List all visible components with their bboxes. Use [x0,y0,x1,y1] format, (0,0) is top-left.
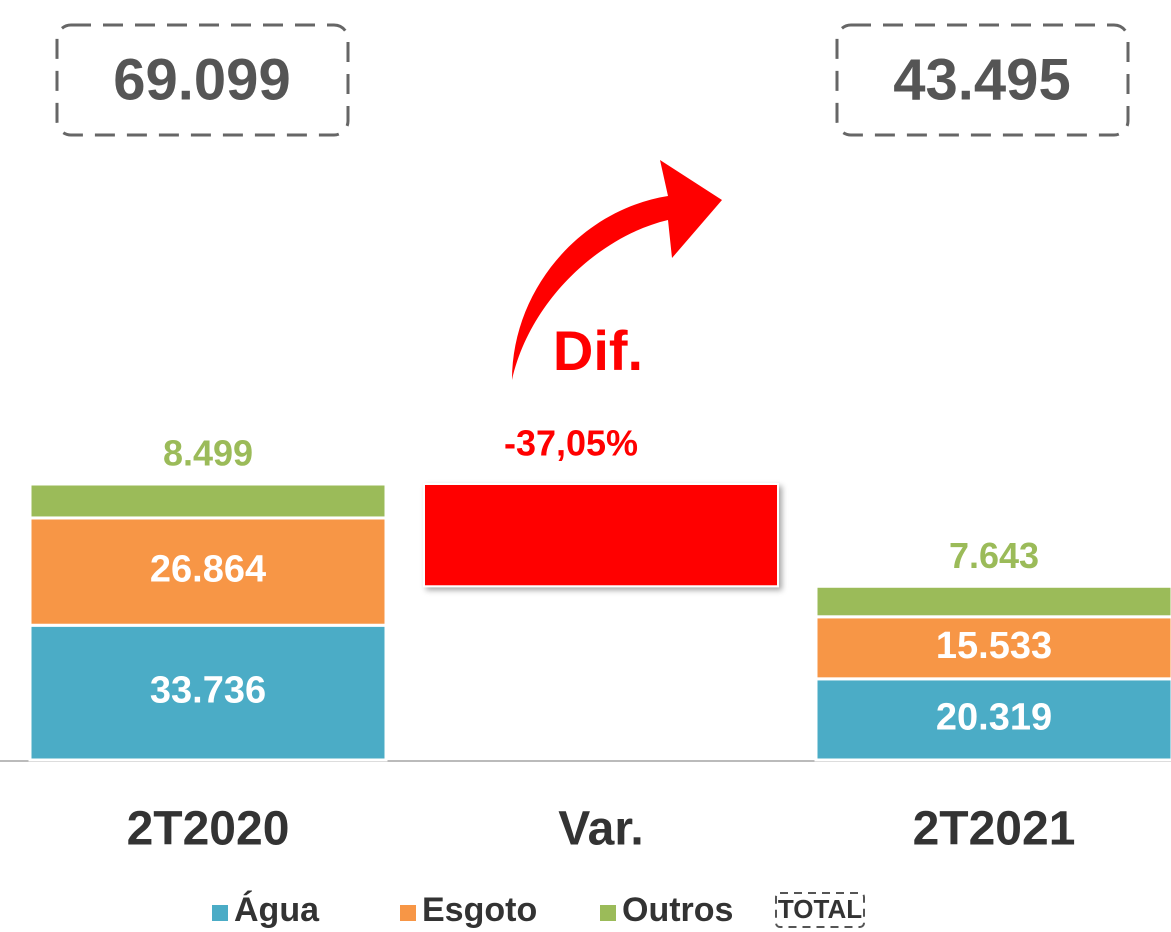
data-label: 33.736 [150,670,266,712]
variation-bar [423,483,779,588]
legend-swatch [400,905,416,921]
data-label: 8.499 [163,433,253,474]
legend-label: Outros [622,891,733,929]
data-label: 15.533 [936,625,1052,667]
bar-segment [814,677,1171,762]
total-label: 43.495 [893,47,1070,112]
legend-swatch [600,905,616,921]
x-tick-label: 2T2021 [913,803,1076,856]
bar-segment [814,615,1171,681]
annotation: Dif. [553,319,643,382]
legend-label: Esgoto [422,891,537,929]
legend-total-box [775,892,865,928]
data-label: 7.643 [949,535,1039,576]
data-label: 20.319 [936,696,1052,738]
variation-label: -37,05% [504,423,638,464]
bar-segment [28,516,388,627]
bar-segment [28,482,388,520]
x-tick-label: Var. [558,803,643,856]
total-label: 69.099 [113,47,290,112]
total-box [835,23,1130,137]
legend-total: TOTAL [778,894,862,924]
legend-swatch [212,905,228,921]
legend-label: Água [234,891,320,929]
data-label: 26.864 [150,549,266,591]
arrow [512,160,722,380]
total-box [55,23,350,137]
x-tick-label: 2T2020 [127,803,290,856]
bar-segment [814,584,1171,619]
